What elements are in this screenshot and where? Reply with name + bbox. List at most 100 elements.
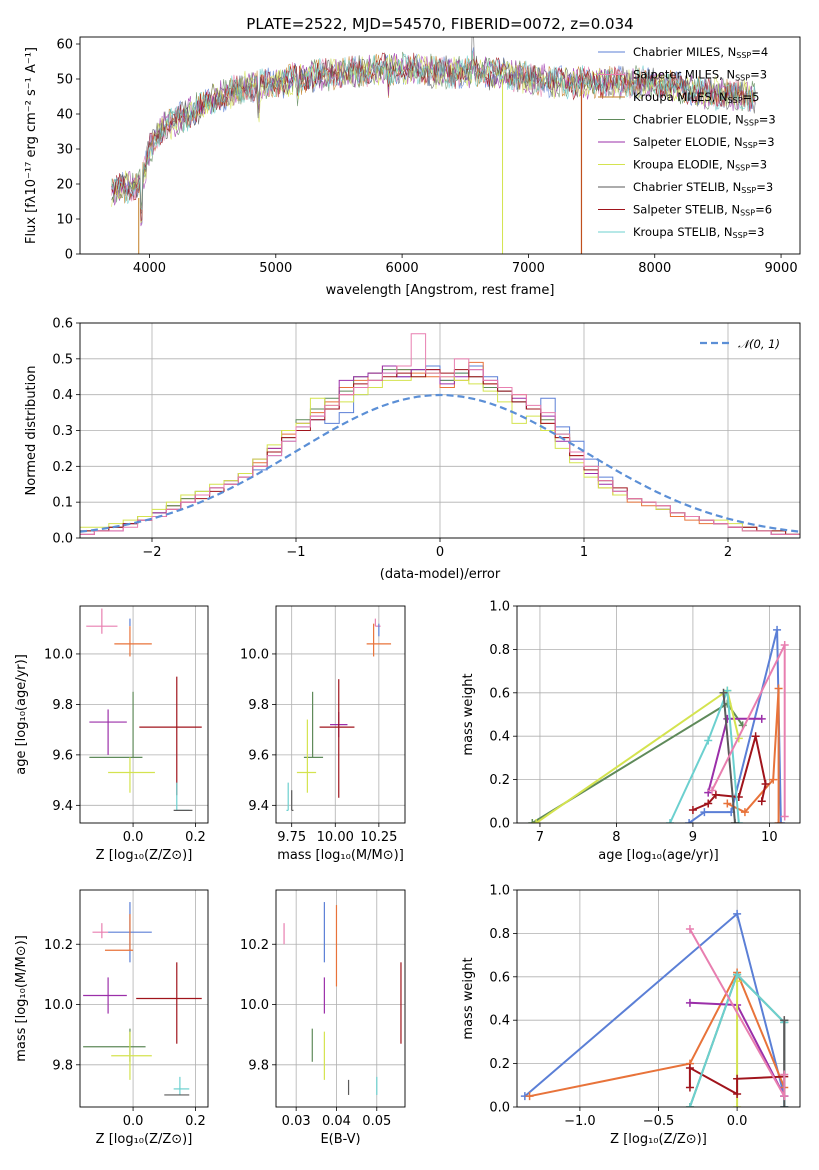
axes-spectrum: 4000 5000 6000 7000 8000 9000 0 10 20 30 40 50 60 wav… [24, 36, 801, 298]
y-tick-label: 9.4 [52, 799, 73, 814]
x-tick-label: 0.0 [123, 830, 144, 845]
y-tick-label: 0.8 [489, 927, 510, 942]
x-tick-label: 7000 [512, 261, 545, 276]
weight-series [669, 690, 740, 823]
x-tick-label: 6000 [386, 261, 419, 276]
x-axis-label: age [log₁₀(age/yr)] [598, 848, 719, 863]
errorbars-mass-vs-ebv [283, 902, 402, 1095]
x-tick-label: 9 [689, 830, 697, 845]
y-tick-label: 9.8 [52, 1058, 73, 1073]
y-tick-label: 10.0 [44, 998, 73, 1013]
x-tick-label: 1 [580, 545, 588, 560]
y-axis-label: Flux [fλ10⁻¹⁷ erg cm⁻² s⁻¹ A⁻¹] [24, 47, 39, 244]
x-axis-label: E(B-V) [320, 1132, 360, 1147]
plus-marker [780, 812, 789, 821]
x-tick-label: 7 [536, 830, 544, 845]
plus-marker [769, 775, 778, 784]
data-point [83, 977, 127, 1014]
y-tick-label: 0.4 [489, 1014, 510, 1029]
plus-marker [719, 688, 728, 697]
axes-frame [275, 889, 406, 1108]
legend-label: 𝒩(0, 1) [738, 337, 780, 351]
gaussian-curve [80, 393, 800, 533]
x-tick-label: −1 [286, 545, 305, 560]
legend-label: Salpeter STELIB, NSSP=6 [633, 203, 772, 218]
axes-frame [79, 889, 209, 1108]
plus-marker [685, 1063, 694, 1072]
legend-label: Chabrier STELIB, NSSP=3 [633, 180, 773, 195]
plus-marker [774, 819, 783, 823]
figure-title: PLATE=2522, MJD=54570, FIBERID=0072, z=0… [246, 15, 633, 33]
x-tick-label: 0.0 [123, 1114, 144, 1129]
weight-series [711, 644, 786, 817]
data-point [319, 679, 355, 798]
plus-marker [730, 819, 739, 823]
plus-marker [723, 799, 732, 808]
hist-group [80, 333, 800, 535]
plus-marker [685, 1103, 694, 1107]
y-tick-label: 30 [56, 143, 73, 158]
plus-marker [711, 790, 720, 799]
data-point [139, 676, 202, 796]
y-tick-label: 10.0 [44, 647, 73, 662]
axes-age-vs-mass: 9.75 10.00 10.25 9.4 9.6 9.8 10.0 mass [log₁₀(M… [240, 605, 406, 863]
axes-frame [516, 889, 801, 1108]
plus-marker [528, 819, 537, 823]
x-tick-label: 9000 [765, 261, 798, 276]
x-tick-label: 4000 [133, 261, 166, 276]
spectrum-series [111, 52, 756, 222]
x-axis-label: Z [log₁₀(Z/Z⊙)] [96, 848, 193, 863]
y-axis-label: Normed distribution [24, 366, 39, 496]
y-tick-label: 40 [56, 108, 73, 123]
plus-marker [688, 805, 697, 814]
x-tick-label: 0 [436, 545, 444, 560]
plus-marker [780, 641, 789, 650]
x-tick-label: 10.25 [360, 830, 397, 845]
spectrum-lines [111, 37, 756, 254]
legend-label: Salpeter ELODIE, NSSP=3 [633, 135, 775, 150]
plus-marker [757, 714, 766, 723]
data-point [86, 608, 118, 634]
lines-weight-vs-age [528, 625, 789, 823]
x-axis-label: Z [log₁₀(Z/Z⊙)] [610, 1132, 707, 1147]
data-point [286, 782, 289, 811]
data-point [89, 691, 143, 758]
spectrum-series [111, 37, 756, 214]
y-axis-label: age [log₁₀(age/yr)] [14, 654, 29, 775]
plus-marker [740, 808, 749, 817]
x-axis-label: (data-model)/error [380, 567, 501, 582]
legend-label: Kroupa MILES, NSSP=5 [633, 90, 759, 105]
plus-marker [685, 998, 694, 1007]
data-point [92, 923, 109, 939]
plus-marker [685, 819, 694, 823]
legend-label: Kroupa STELIB, NSSP=3 [633, 225, 764, 240]
plus-marker [733, 1089, 742, 1098]
spectrum-series [111, 50, 756, 211]
plus-marker [757, 797, 766, 806]
x-axis-label: wavelength [Angstrom, rest frame] [326, 283, 555, 298]
data-point [136, 962, 202, 1044]
x-axis-label: Z [log₁₀(Z/Z⊙)] [96, 1132, 193, 1147]
y-tick-label: 0.2 [52, 460, 73, 475]
plus-marker [532, 819, 541, 823]
y-tick-label: 9.6 [52, 748, 73, 763]
axes-age-vs-Z: 0.0 0.2 9.4 9.6 9.8 10.0 Z [log₁₀(Z/Z⊙)] age [l… [14, 605, 209, 863]
plus-marker [761, 779, 770, 788]
y-axis-label: mass [log₁₀(M/M⊙)] [14, 935, 29, 1062]
axes-mass-vs-ebv: 0.03 0.04 0.05 9.8 10.0 10.2 E(B-V) [240, 889, 406, 1147]
plus-marker [525, 1092, 534, 1101]
y-tick-label: 0 [65, 248, 73, 263]
y-axis-label: mass weight [461, 957, 476, 1039]
x-tick-label: 8000 [638, 261, 671, 276]
x-tick-label: 0.03 [282, 1114, 311, 1129]
errorbars-mass-vs-Z [83, 902, 202, 1096]
x-tick-label: −2 [142, 545, 161, 560]
y-tick-label: 10.2 [44, 938, 73, 953]
x-tick-label: 0.04 [322, 1114, 351, 1129]
y-tick-label: 1.0 [489, 600, 510, 615]
plus-marker [733, 970, 742, 979]
y-tick-label: 10.2 [240, 938, 269, 953]
data-point [104, 914, 134, 951]
errorbars-age-vs-Z [86, 608, 202, 811]
